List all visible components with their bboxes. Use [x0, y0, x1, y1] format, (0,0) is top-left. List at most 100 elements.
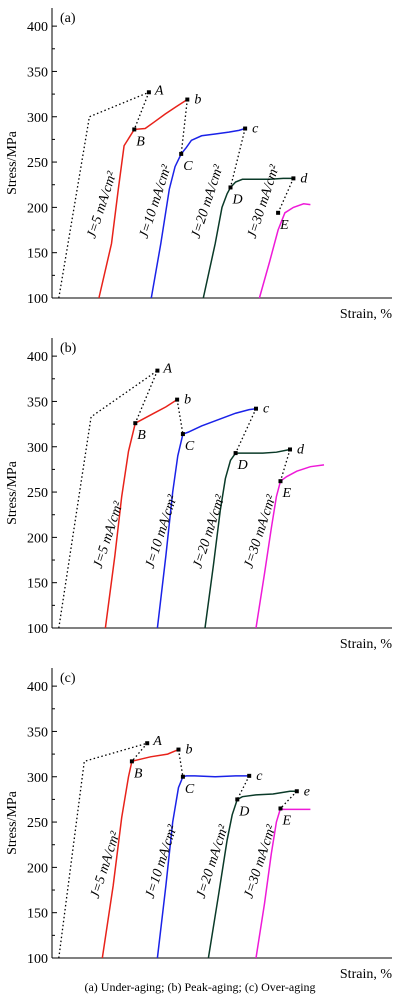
- x-axis-label: Strain, %: [340, 637, 392, 652]
- point-label-D: D: [237, 458, 248, 473]
- point-marker-A: [146, 90, 151, 95]
- series-label: J=20 mA/cm²: [191, 492, 229, 570]
- y-tick-label: 400: [27, 680, 48, 695]
- y-tick-label: 250: [27, 156, 48, 171]
- point-label-d: d: [300, 171, 308, 186]
- point-label-C: C: [183, 159, 193, 174]
- ultimate-dotted-connector: [176, 399, 184, 435]
- point-label-b: b: [184, 393, 191, 408]
- point-label-d: d: [297, 442, 305, 457]
- point-marker-b: [185, 97, 190, 102]
- y-tick-label: 200: [27, 531, 48, 546]
- x-axis-label: Strain, %: [340, 307, 392, 322]
- ultimate-dotted-connector: [134, 370, 158, 424]
- x-axis-label: Strain, %: [340, 967, 392, 982]
- y-axis-label: Stress/MPa: [5, 130, 20, 195]
- series-label: J=5 mA/cm²: [88, 829, 124, 900]
- series-label: J=20 mA/cm²: [189, 162, 227, 240]
- series-label: J=5 mA/cm²: [91, 499, 127, 570]
- y-tick-label: 350: [27, 65, 48, 80]
- series-line-J10: [150, 127, 246, 299]
- point-marker-b: [175, 397, 180, 402]
- point-marker-D: [233, 451, 238, 456]
- y-tick-label: 300: [27, 441, 48, 456]
- point-label-E: E: [281, 813, 291, 828]
- chart-panel-3: (c) 100 150 200 250 300 350 400 Stress/MPa Strain…: [5, 668, 392, 982]
- series-line-J20: [202, 177, 294, 299]
- y-tick-label: 250: [27, 816, 48, 831]
- y-tick-label: 100: [27, 292, 48, 307]
- point-marker-E: [278, 479, 283, 484]
- series-line-J20: [207, 790, 297, 959]
- series-line-J5: [98, 98, 188, 299]
- y-tick-label: 150: [27, 907, 48, 922]
- series-label: J=10 mA/cm²: [143, 492, 181, 570]
- series-line-J30: [255, 807, 311, 959]
- series-line-J30: [258, 202, 311, 299]
- y-tick-label: 350: [27, 395, 48, 410]
- chart-panel-2: (b) 100 150 200 250 300 350 400 Stress/MPa Strain…: [5, 338, 392, 652]
- point-marker-D: [235, 797, 240, 802]
- series-label: J=20 mA/cm²: [194, 822, 232, 900]
- y-tick-label: 400: [27, 350, 48, 365]
- figure-caption: (a) Under-aging; (b) Peak-aging; (c) Ove…: [84, 980, 316, 994]
- point-label-B: B: [134, 766, 143, 781]
- point-label-c: c: [252, 122, 259, 137]
- y-axis-label: Stress/MPa: [5, 790, 20, 855]
- y-tick-label: 200: [27, 861, 48, 876]
- point-marker-c: [254, 406, 258, 411]
- point-label-A: A: [152, 734, 162, 749]
- point-marker-E: [278, 806, 283, 811]
- panel-label: (c): [60, 671, 76, 686]
- ultimate-dotted-connector: [236, 775, 250, 800]
- point-label-c: c: [263, 402, 270, 417]
- point-marker-e: [294, 789, 299, 794]
- series-label: J=5 mA/cm²: [84, 169, 120, 240]
- y-tick-label: 300: [27, 111, 48, 126]
- point-label-E: E: [279, 218, 289, 233]
- point-marker-A: [145, 741, 150, 746]
- y-tick-label: 150: [27, 577, 48, 592]
- point-label-C: C: [185, 439, 195, 454]
- envelope-dotted-line: [58, 370, 158, 629]
- point-marker-C: [179, 151, 184, 156]
- series-label: J=30 mA/cm²: [242, 822, 280, 900]
- ultimate-dotted-connector: [235, 408, 257, 454]
- point-label-b: b: [194, 93, 201, 108]
- ultimate-dotted-connector: [177, 749, 184, 777]
- point-label-b: b: [185, 743, 192, 758]
- point-marker-D: [228, 185, 233, 190]
- series-label: J=10 mA/cm²: [137, 162, 175, 240]
- y-tick-label: 200: [27, 201, 48, 216]
- y-tick-label: 350: [27, 725, 48, 740]
- point-label-D: D: [238, 804, 249, 819]
- point-label-A: A: [154, 83, 164, 98]
- series-line-J10: [156, 407, 257, 629]
- point-marker-b: [176, 747, 181, 752]
- y-tick-label: 300: [27, 771, 48, 786]
- ultimate-dotted-connector: [280, 790, 298, 809]
- chart-panel-1: (a) 100 150 200 250 300 350 400 Stress/MPa Strain…: [5, 8, 392, 322]
- series-label: J=30 mA/cm²: [245, 162, 283, 240]
- point-label-A: A: [162, 362, 172, 377]
- y-tick-label: 150: [27, 247, 48, 262]
- y-tick-label: 250: [27, 486, 48, 501]
- point-marker-B: [133, 421, 138, 426]
- panel-label: (a): [60, 11, 76, 26]
- ultimate-dotted-connector: [277, 178, 294, 214]
- series-label: J=10 mA/cm²: [143, 822, 181, 900]
- point-label-B: B: [137, 428, 146, 443]
- point-label-D: D: [232, 192, 243, 207]
- point-marker-E: [276, 210, 281, 215]
- ultimate-dotted-connector: [133, 92, 150, 130]
- point-label-c: c: [256, 769, 263, 784]
- point-marker-B: [129, 759, 134, 764]
- point-label-C: C: [185, 782, 195, 797]
- series-line-J20: [204, 448, 291, 629]
- point-label-e: e: [304, 784, 310, 799]
- point-marker-C: [180, 774, 185, 779]
- point-marker-d: [288, 447, 292, 452]
- point-marker-C: [180, 432, 185, 437]
- point-marker-c: [243, 126, 248, 131]
